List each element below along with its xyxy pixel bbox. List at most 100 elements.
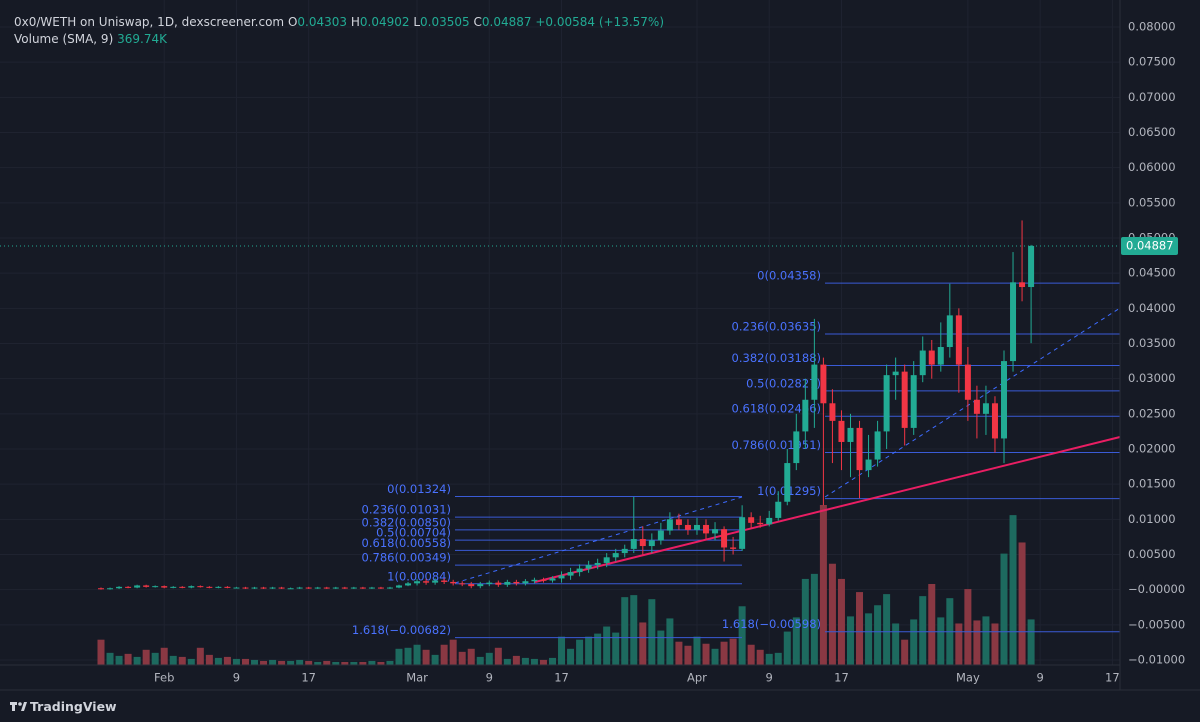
candle-body [459,583,466,585]
candle-body [179,586,186,588]
ohlc-value: 0.04902 [359,15,410,29]
volume-bar [269,659,277,665]
candle-body [1001,361,1007,439]
fib-label: 0.236(0.01031) [362,503,451,517]
x-tick-label: 9 [233,671,240,685]
fib-label: 0.786(0.01951) [732,438,821,452]
candle-body [883,375,890,432]
volume-bar [539,659,547,665]
volume-bar [594,633,602,665]
candle-body [703,524,710,534]
candle-body [495,582,502,585]
ohlc-value: 0.04303 [297,15,348,29]
volume-bar [901,639,909,665]
x-tick-label: Mar [406,671,428,685]
volume-bar [196,647,204,665]
candle-body [910,375,917,428]
volume-bar [512,655,520,665]
candle-body [170,586,177,588]
candle-body [549,578,556,581]
volume-bar [422,649,430,665]
volume-bar [133,656,141,665]
ohlc-row: 0x0/WETH on Uniswap, 1D, dexscreener.com… [14,14,664,31]
volume-bar [549,657,556,665]
volume-label: Volume (SMA, 9) [14,32,114,46]
volume-bar [404,647,412,665]
x-tick-label: Apr [687,671,707,685]
volume-bar [449,639,457,665]
y-tick-label: 0.04000 [1128,301,1176,315]
volume-bar [115,655,123,665]
volume-bar [684,645,692,665]
volume-bar [774,652,782,665]
candle-body [450,581,457,584]
candle-body [757,522,764,525]
volume-bar [160,647,168,665]
volume-bar [467,648,475,665]
candle-body [350,587,357,589]
candle-body [287,588,294,590]
candle-body [802,399,809,432]
volume-bar [576,639,584,665]
volume-bar [991,623,999,665]
y-tick-label: 0.07000 [1128,90,1176,104]
volume-bar [973,620,981,665]
candle-body [892,371,899,376]
candle-body [594,562,601,566]
volume-bar [323,660,331,665]
candle-body [368,587,375,589]
volume-bar [485,652,493,665]
y-tick-label: 0.03000 [1128,371,1176,385]
volume-bar [567,648,575,665]
candle-body [712,529,719,534]
candle-body [215,586,222,588]
volume-pane [97,505,1035,665]
fib-label: 1.618(−0.00598) [722,617,821,631]
candle-body [206,586,213,588]
fib-drawings: 0(0.01324)0.236(0.01031)0.382(0.00850)0.… [352,269,1120,639]
volume-bar [142,649,150,665]
volume-bar [747,644,755,665]
y-tick-label: 0.00500 [1128,547,1176,561]
ohlc-value: 0.04887 [481,15,532,29]
volume-bar [1009,515,1017,665]
volume-bar [106,652,114,665]
volume-bar [314,661,322,665]
volume-bar [883,594,891,665]
volume-bar [305,660,313,665]
volume-bar [964,589,972,665]
trend-line [534,436,1121,583]
volume-bar [359,661,367,665]
candle-body [585,565,592,569]
candle-body [224,586,231,588]
volume-bar [458,651,466,665]
volume-bar [521,657,529,665]
volume-bar [729,638,737,665]
candle-body [386,587,393,589]
volume-bar [260,660,268,665]
candle-body [513,581,520,584]
x-tick-label: 17 [554,671,569,685]
candle-body [432,580,439,583]
volume-bar [621,597,629,665]
candle-body [242,587,249,589]
axes: 0.08000 0.07500 0.07000 0.06500 0.06000 0.055… [0,20,1185,685]
candle-body [134,585,141,588]
y-tick-label: 0.05500 [1128,195,1176,209]
volume-bar [928,583,936,665]
volume-bar [187,658,195,665]
candle-body [143,585,150,587]
candle-body [748,517,755,523]
symbol: 0x0/WETH on Uniswap, 1D, dexscreener.com [14,15,285,29]
volume-bar [440,644,448,665]
ohlc-value: 0.03505 [420,15,470,29]
volume-bar [232,658,240,665]
volume-bar [476,656,484,665]
candle-body [341,587,348,589]
y-tick-label: 0.06000 [1128,160,1176,174]
volume-bar [169,655,177,665]
candle-body [116,586,123,589]
candle-body [251,587,258,589]
fib-label: 0.382(0.00850) [362,515,451,529]
fib-label: 0.236(0.03635) [732,320,821,334]
